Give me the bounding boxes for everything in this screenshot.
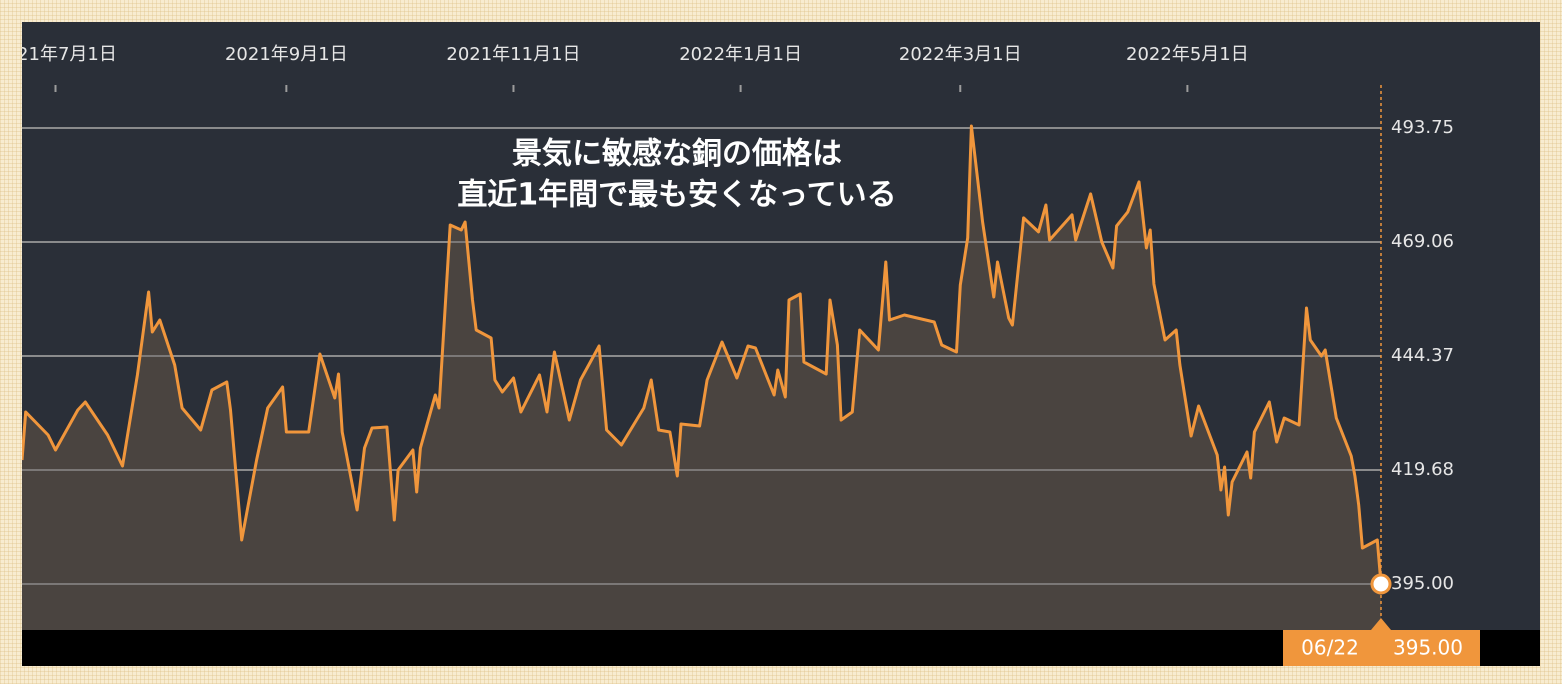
x-tick-label: 2022年3月1日 (899, 44, 1022, 65)
y-tick-label: 493.75 (1391, 117, 1454, 138)
x-tick-label: 2022年1月1日 (679, 44, 802, 65)
readout-box (1283, 630, 1480, 666)
annotation: 景気に敏感な銅の価格は (512, 137, 842, 172)
x-tick-label: 2022年5月1日 (1126, 44, 1249, 65)
y-tick-label: 395.00 (1391, 573, 1454, 594)
x-tick-label: 2021年7月1日 (0, 44, 117, 65)
y-tick-label: 444.37 (1391, 345, 1454, 366)
y-tick-label: 469.06 (1391, 231, 1454, 252)
readout-pointer (1371, 618, 1391, 630)
x-tick-label: 2021年11月1日 (446, 44, 580, 65)
annotation: 直近1年間で最も安くなっている (457, 178, 896, 213)
line (22, 124, 1383, 585)
readout-value: 395.00 (1393, 636, 1463, 660)
y-tick-label: 419.68 (1391, 459, 1454, 480)
x-tick-label: 2021年9月1日 (225, 44, 348, 65)
readout-date: 06/22 (1301, 636, 1359, 660)
area (22, 126, 1381, 630)
plot: 2021年7月1日 2021年9月1日 2021年11月1日 2022年1月1日 202… (0, 44, 1383, 630)
last-point (1370, 573, 1392, 595)
